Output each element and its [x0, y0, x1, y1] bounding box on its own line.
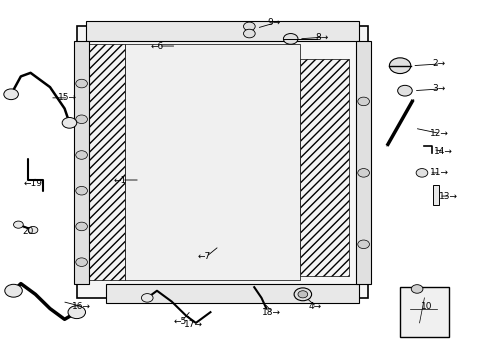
Circle shape: [283, 33, 297, 44]
Text: 14→: 14→: [433, 147, 452, 156]
Text: ←6: ←6: [150, 41, 163, 50]
Circle shape: [297, 291, 307, 298]
Text: ←7: ←7: [198, 252, 211, 261]
Circle shape: [76, 79, 87, 88]
Bar: [77, 26, 368, 298]
Circle shape: [293, 288, 311, 301]
Text: 16→: 16→: [72, 302, 91, 311]
Circle shape: [76, 186, 87, 195]
Circle shape: [76, 258, 87, 266]
Bar: [432, 185, 438, 205]
Text: 15→: 15→: [58, 93, 77, 102]
Circle shape: [14, 221, 23, 228]
Bar: [74, 41, 89, 284]
Text: ←1: ←1: [114, 176, 127, 185]
Text: ←5: ←5: [173, 316, 186, 325]
Circle shape: [410, 285, 422, 293]
Circle shape: [68, 306, 85, 319]
Text: 17→: 17→: [183, 320, 203, 329]
Bar: [106, 284, 358, 303]
Text: 20: 20: [22, 227, 34, 236]
Circle shape: [76, 222, 87, 231]
Circle shape: [76, 151, 87, 159]
Text: 9→: 9→: [266, 18, 280, 27]
Text: ←19: ←19: [23, 179, 42, 188]
Text: 8→: 8→: [315, 33, 328, 42]
Circle shape: [4, 89, 19, 100]
Bar: [356, 41, 370, 284]
Text: 2→: 2→: [431, 59, 445, 68]
Circle shape: [62, 117, 77, 128]
Bar: [125, 44, 300, 280]
Text: 10: 10: [420, 302, 432, 311]
Circle shape: [357, 168, 369, 177]
Circle shape: [415, 168, 427, 177]
Text: 4→: 4→: [308, 302, 321, 311]
Bar: [86, 21, 358, 41]
Circle shape: [357, 240, 369, 249]
Text: 18→: 18→: [261, 308, 280, 317]
Circle shape: [243, 29, 255, 38]
Circle shape: [5, 284, 22, 297]
Circle shape: [397, 85, 411, 96]
Circle shape: [388, 58, 410, 73]
Circle shape: [357, 97, 369, 106]
Text: 13→: 13→: [438, 192, 457, 201]
Circle shape: [243, 22, 255, 31]
Text: 11→: 11→: [428, 168, 447, 177]
Circle shape: [28, 226, 38, 234]
Circle shape: [76, 115, 87, 123]
Text: 3→: 3→: [431, 84, 445, 93]
Bar: [300, 59, 348, 276]
Circle shape: [141, 294, 153, 302]
Bar: [399, 287, 448, 337]
Bar: [86, 44, 125, 280]
Text: 12→: 12→: [428, 129, 447, 138]
